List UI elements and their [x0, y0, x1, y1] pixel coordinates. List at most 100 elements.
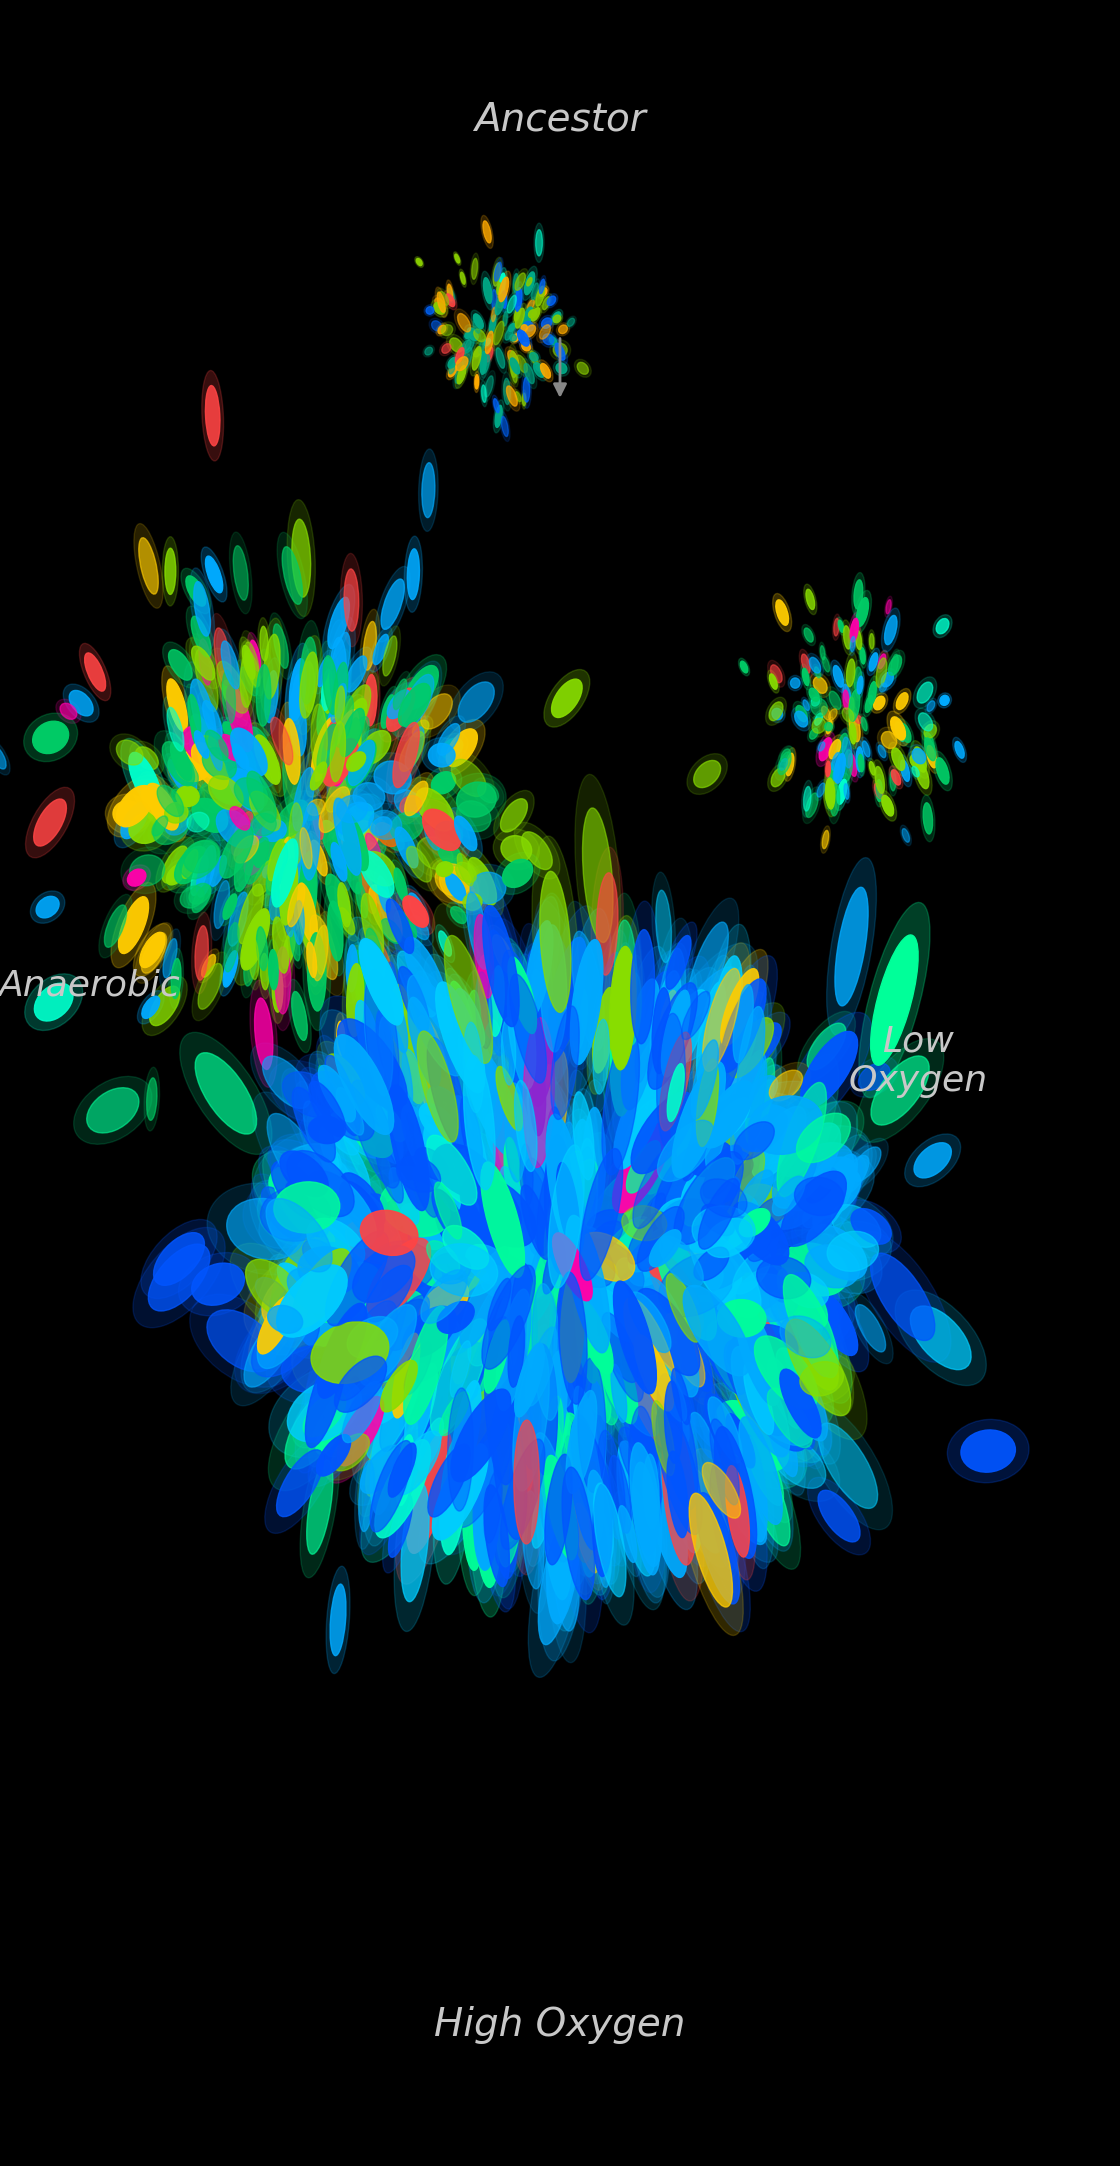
- Ellipse shape: [666, 936, 691, 990]
- Ellipse shape: [250, 981, 278, 1087]
- Ellipse shape: [543, 1475, 571, 1601]
- Ellipse shape: [522, 308, 533, 327]
- Ellipse shape: [604, 957, 644, 1148]
- Ellipse shape: [507, 295, 516, 314]
- Ellipse shape: [214, 628, 231, 687]
- Ellipse shape: [371, 1440, 412, 1531]
- Ellipse shape: [263, 830, 289, 890]
- Ellipse shape: [899, 723, 911, 743]
- Ellipse shape: [530, 351, 538, 364]
- Ellipse shape: [877, 728, 900, 754]
- Ellipse shape: [468, 858, 496, 905]
- Ellipse shape: [380, 1369, 421, 1451]
- Ellipse shape: [441, 325, 452, 336]
- Ellipse shape: [706, 1040, 776, 1141]
- Ellipse shape: [604, 1148, 672, 1243]
- Ellipse shape: [474, 990, 512, 1172]
- Ellipse shape: [936, 619, 949, 635]
- Ellipse shape: [548, 297, 556, 305]
- Ellipse shape: [267, 940, 280, 1001]
- Ellipse shape: [386, 689, 414, 732]
- Ellipse shape: [568, 1486, 605, 1590]
- Ellipse shape: [628, 1191, 684, 1235]
- Ellipse shape: [188, 695, 200, 736]
- Ellipse shape: [587, 966, 620, 1094]
- Ellipse shape: [477, 336, 486, 357]
- Ellipse shape: [458, 314, 470, 331]
- Ellipse shape: [385, 830, 404, 851]
- Ellipse shape: [532, 1284, 561, 1421]
- Ellipse shape: [403, 1306, 448, 1425]
- Ellipse shape: [335, 1014, 347, 1064]
- Ellipse shape: [690, 1228, 760, 1317]
- Ellipse shape: [361, 1304, 400, 1341]
- Ellipse shape: [337, 747, 363, 804]
- Ellipse shape: [222, 641, 240, 689]
- Ellipse shape: [249, 938, 259, 979]
- Ellipse shape: [326, 619, 351, 726]
- Ellipse shape: [280, 858, 298, 925]
- Ellipse shape: [165, 754, 186, 791]
- Ellipse shape: [413, 1230, 514, 1310]
- Ellipse shape: [317, 723, 337, 773]
- Ellipse shape: [517, 329, 529, 347]
- Ellipse shape: [354, 1252, 424, 1336]
- Ellipse shape: [129, 812, 164, 843]
- Ellipse shape: [186, 606, 216, 667]
- Ellipse shape: [572, 931, 605, 1051]
- Ellipse shape: [474, 349, 480, 357]
- Ellipse shape: [844, 652, 857, 693]
- Ellipse shape: [375, 567, 410, 641]
- Ellipse shape: [323, 669, 335, 721]
- Ellipse shape: [368, 810, 402, 840]
- Ellipse shape: [358, 730, 391, 765]
- Ellipse shape: [584, 1267, 622, 1356]
- Ellipse shape: [542, 1352, 567, 1460]
- Ellipse shape: [394, 791, 427, 821]
- Ellipse shape: [25, 975, 83, 1031]
- Ellipse shape: [636, 1289, 700, 1375]
- Ellipse shape: [548, 1263, 584, 1436]
- Ellipse shape: [514, 1187, 579, 1352]
- Ellipse shape: [351, 1278, 445, 1404]
- Ellipse shape: [660, 1397, 710, 1583]
- Ellipse shape: [308, 1198, 401, 1289]
- Ellipse shape: [780, 1371, 814, 1449]
- Ellipse shape: [394, 918, 457, 1033]
- Ellipse shape: [549, 1245, 597, 1356]
- Ellipse shape: [346, 752, 365, 771]
- Ellipse shape: [482, 1265, 516, 1343]
- Ellipse shape: [777, 1269, 828, 1328]
- Ellipse shape: [847, 658, 855, 687]
- Ellipse shape: [498, 277, 508, 301]
- Ellipse shape: [465, 325, 480, 344]
- Ellipse shape: [811, 697, 828, 717]
- Ellipse shape: [295, 1081, 347, 1200]
- Ellipse shape: [386, 706, 426, 804]
- Ellipse shape: [346, 1200, 432, 1267]
- Ellipse shape: [226, 758, 250, 791]
- Ellipse shape: [452, 1096, 488, 1196]
- Ellipse shape: [758, 1339, 811, 1447]
- Ellipse shape: [603, 1252, 668, 1423]
- Ellipse shape: [525, 1040, 550, 1154]
- Ellipse shape: [596, 953, 622, 1040]
- Ellipse shape: [448, 366, 457, 377]
- Ellipse shape: [194, 734, 218, 788]
- Ellipse shape: [307, 687, 332, 791]
- Ellipse shape: [612, 947, 670, 1141]
- Ellipse shape: [209, 648, 256, 726]
- Ellipse shape: [615, 1235, 692, 1300]
- Ellipse shape: [512, 269, 520, 297]
- Ellipse shape: [526, 1458, 559, 1566]
- Ellipse shape: [258, 1295, 293, 1354]
- Ellipse shape: [732, 1174, 800, 1230]
- Ellipse shape: [264, 741, 281, 793]
- Ellipse shape: [687, 1113, 769, 1180]
- Ellipse shape: [734, 1105, 796, 1152]
- Ellipse shape: [731, 1347, 790, 1458]
- Ellipse shape: [781, 1172, 847, 1245]
- Ellipse shape: [520, 301, 535, 334]
- Ellipse shape: [815, 780, 828, 801]
- Ellipse shape: [361, 804, 410, 847]
